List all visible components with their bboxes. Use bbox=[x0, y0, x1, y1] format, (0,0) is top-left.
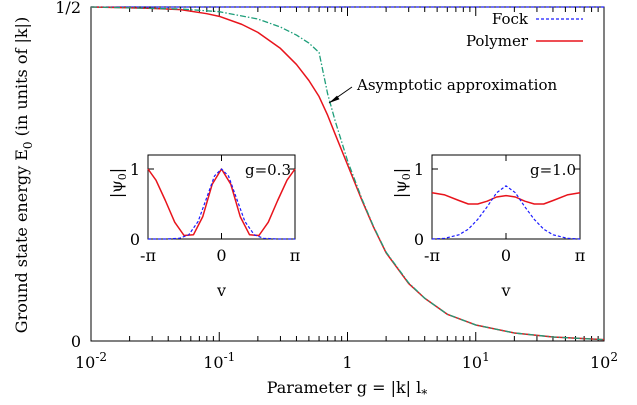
x-tick-label: 10-2 bbox=[75, 350, 107, 372]
inset-y-tick-label: 0 bbox=[130, 230, 140, 249]
inset-x-tick-label: 0 bbox=[216, 246, 226, 265]
inset-title: g=0.3 bbox=[245, 161, 291, 179]
inset-g10: -π 0 π01 g=1.0v|ψ0| bbox=[391, 154, 586, 300]
x-tick-label: 101 bbox=[462, 350, 490, 372]
annotation-arrowhead bbox=[329, 95, 340, 103]
inset-g03: -π 0 π01 g=0.3v|ψ0| bbox=[107, 154, 301, 300]
inset-x-label: v bbox=[500, 281, 510, 300]
inset-x-tick-label: -π bbox=[140, 246, 156, 265]
inset-x-tick-label: π bbox=[575, 246, 586, 265]
legend-label-fock: Fock bbox=[492, 10, 529, 28]
inset-y-tick-label: 1 bbox=[130, 160, 140, 179]
asymptotic-annotation: Asymptotic approximation bbox=[328, 76, 558, 104]
inset-y-label: |ψ0| bbox=[107, 168, 129, 198]
inset-series-polymer bbox=[431, 192, 581, 205]
inset-x-tick-label: 0 bbox=[501, 246, 511, 265]
inset-frame bbox=[431, 154, 581, 240]
x-tick-label: 1 bbox=[342, 353, 352, 372]
legend-label-polymer: Polymer bbox=[466, 32, 529, 50]
y-axis-label: Ground state energy E0 (in units of |k|) bbox=[12, 17, 35, 333]
legend: Fock Polymer bbox=[466, 10, 583, 50]
x-tick-label: 10-1 bbox=[203, 350, 235, 372]
inset-x-label: v bbox=[216, 281, 226, 300]
inset-y-tick-label: 1 bbox=[414, 160, 424, 179]
inset-x-tick-label: π bbox=[290, 246, 301, 265]
inset-x-tick-label: -π bbox=[424, 246, 440, 265]
y-tick-label: 1/2 bbox=[55, 0, 81, 17]
y-tick-label: 0 bbox=[71, 332, 81, 351]
inset-y-label: |ψ0| bbox=[391, 168, 413, 198]
x-axis-label: Parameter g = |k| l* bbox=[267, 378, 428, 401]
series-line-asymptotic bbox=[90, 6, 605, 341]
inset-series-fock bbox=[431, 185, 581, 240]
inset-y-tick-label: 0 bbox=[414, 230, 424, 249]
inset-series-fock bbox=[148, 168, 295, 240]
x-tick-label: 102 bbox=[590, 350, 618, 372]
inset-title: g=1.0 bbox=[530, 161, 576, 179]
annotation-text: Asymptotic approximation bbox=[356, 76, 558, 94]
